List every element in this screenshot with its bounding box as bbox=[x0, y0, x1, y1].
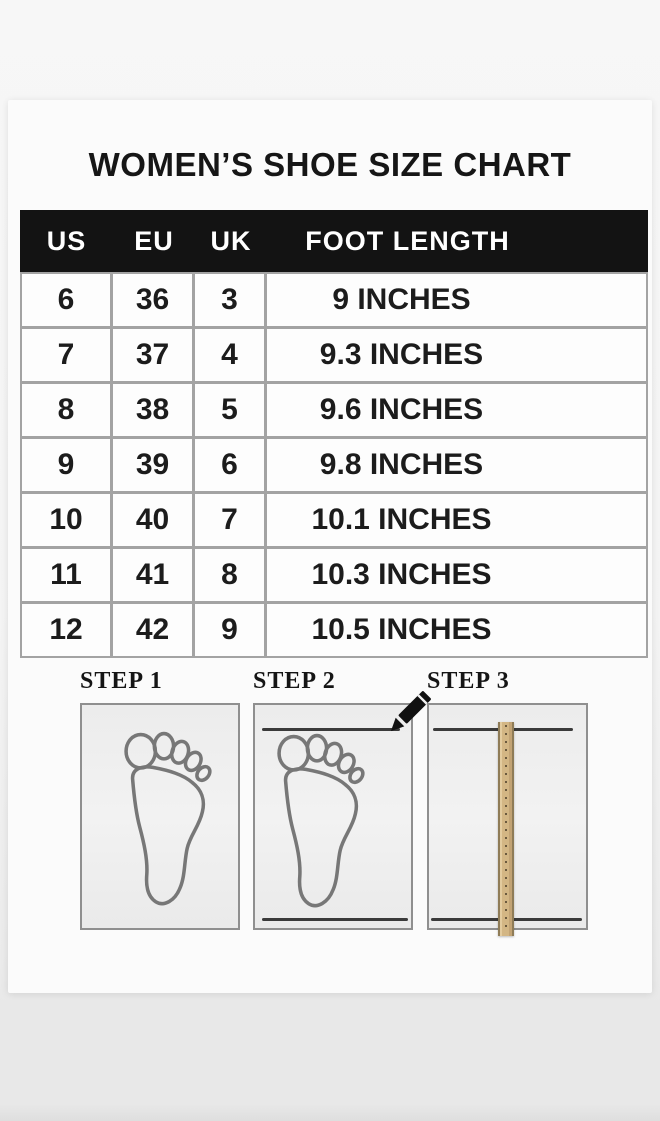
table-row: 12 42 9 10.5 INCHES bbox=[22, 604, 646, 656]
size-chart-card: WOMEN’S SHOE SIZE CHART US EU UK FOOT LE… bbox=[8, 100, 652, 993]
foot-outline-icon bbox=[277, 733, 365, 908]
table-cell: 10 bbox=[22, 494, 113, 546]
step-3-illustration bbox=[427, 703, 588, 936]
step-1-illustration bbox=[80, 703, 240, 930]
table-cell: 6 bbox=[22, 274, 113, 326]
table-cell: 12 bbox=[22, 604, 113, 656]
traced-toe-line bbox=[262, 728, 400, 731]
column-header-eu: EU bbox=[134, 225, 174, 256]
table-body: 6 36 3 9 INCHES 7 37 4 9.3 INCHES 8 38 5… bbox=[20, 272, 648, 658]
table-header-row: US EU UK FOOT LENGTH bbox=[20, 210, 648, 272]
table-cell: 9.6 INCHES bbox=[267, 384, 646, 436]
column-header-uk: UK bbox=[210, 225, 252, 256]
table-cell: 39 bbox=[113, 439, 195, 491]
table-cell: 40 bbox=[113, 494, 195, 546]
table-row: 8 38 5 9.6 INCHES bbox=[22, 384, 646, 439]
table-row: 11 41 8 10.3 INCHES bbox=[22, 549, 646, 604]
table-cell: 41 bbox=[113, 549, 195, 601]
step-1: STEP 1 bbox=[80, 668, 240, 930]
column-header-foot-length: FOOT LENGTH bbox=[305, 225, 510, 256]
table-cell: 9 bbox=[195, 604, 267, 656]
step-1-label: STEP 1 bbox=[80, 668, 163, 694]
table-cell: 38 bbox=[113, 384, 195, 436]
table-cell: 10.3 INCHES bbox=[267, 549, 646, 601]
table-cell: 10.1 INCHES bbox=[267, 494, 646, 546]
table-cell: 9 bbox=[22, 439, 113, 491]
table-cell: 4 bbox=[195, 329, 267, 381]
table-cell: 36 bbox=[113, 274, 195, 326]
step-3-label: STEP 3 bbox=[427, 668, 510, 694]
table-cell: 8 bbox=[22, 384, 113, 436]
table-cell: 5 bbox=[195, 384, 267, 436]
table-cell: 3 bbox=[195, 274, 267, 326]
table-row: 7 37 4 9.3 INCHES bbox=[22, 329, 646, 384]
table-cell: 6 bbox=[195, 439, 267, 491]
size-table: US EU UK FOOT LENGTH 6 36 3 9 INCHES 7 3… bbox=[20, 210, 648, 658]
table-row: 6 36 3 9 INCHES bbox=[22, 274, 646, 329]
foot-outline-icon bbox=[124, 731, 212, 906]
step-3: STEP 3 bbox=[427, 668, 588, 936]
traced-heel-line bbox=[262, 918, 408, 921]
step-2-illustration bbox=[253, 691, 431, 930]
table-cell: 7 bbox=[195, 494, 267, 546]
table-cell: 9 INCHES bbox=[267, 274, 646, 326]
column-header-us: US bbox=[46, 225, 87, 256]
table-cell: 37 bbox=[113, 329, 195, 381]
table-row: 9 39 6 9.8 INCHES bbox=[22, 439, 646, 494]
page-title: WOMEN’S SHOE SIZE CHART bbox=[88, 146, 572, 183]
table-cell: 7 bbox=[22, 329, 113, 381]
step-2: STEP 2 bbox=[253, 668, 431, 930]
table-cell: 9.3 INCHES bbox=[267, 329, 646, 381]
table-cell: 9.8 INCHES bbox=[267, 439, 646, 491]
table-row: 10 40 7 10.1 INCHES bbox=[22, 494, 646, 549]
ruler-icon bbox=[498, 722, 514, 936]
table-cell: 42 bbox=[113, 604, 195, 656]
table-cell: 10.5 INCHES bbox=[267, 604, 646, 656]
table-cell: 8 bbox=[195, 549, 267, 601]
table-cell: 11 bbox=[22, 549, 113, 601]
pencil-icon bbox=[390, 691, 431, 732]
step-2-label: STEP 2 bbox=[253, 668, 336, 694]
